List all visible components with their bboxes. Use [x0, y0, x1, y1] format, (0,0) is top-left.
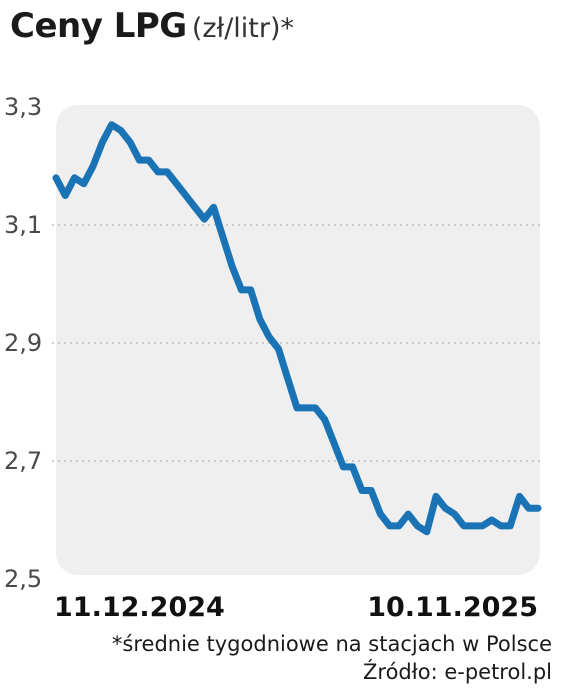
series-layer [52, 121, 542, 536]
y-tick-label: 3,3 [4, 93, 42, 121]
y-tick-label: 2,5 [4, 565, 42, 593]
chart: 2,5 2,7 2,9 3,1 3,3 11.12.2024 10.11.2025 [4, 93, 542, 623]
chart-title: Ceny LPG (zł/litr)* [10, 6, 294, 46]
source-note: Źródło: e-petrol.pl [363, 660, 552, 684]
footnote: *średnie tygodniowe na stacjach w Polsce [111, 632, 552, 656]
y-tick-label: 2,7 [4, 447, 42, 475]
chart-unit: (zł/litr)* [191, 13, 295, 44]
y-tick-label: 2,9 [4, 329, 42, 357]
x-tick-label: 11.12.2024 [54, 592, 225, 623]
y-axis-ticks: 2,5 2,7 2,9 3,1 3,3 [4, 93, 42, 593]
series-line [52, 121, 542, 536]
chart-title-main: Ceny LPG [10, 6, 187, 46]
plot-background [56, 105, 540, 575]
x-tick-label: 10.11.2025 [367, 592, 538, 623]
x-axis-ticks: 11.12.2024 10.11.2025 [54, 592, 538, 623]
y-tick-label: 3,1 [4, 211, 42, 239]
